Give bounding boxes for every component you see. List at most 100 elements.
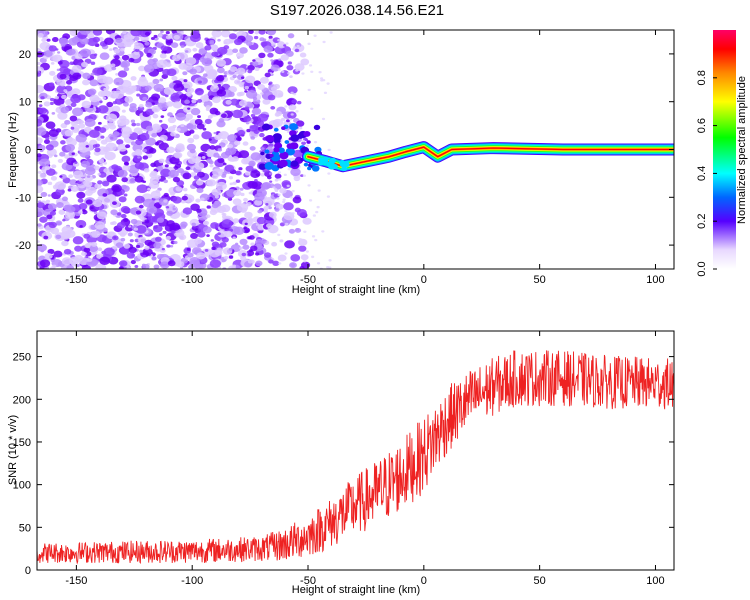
noise-blob <box>258 30 266 35</box>
noise-blob <box>277 68 281 71</box>
noise-blob <box>40 249 44 253</box>
transition-blob <box>303 130 311 137</box>
noise-blob <box>250 242 255 247</box>
noise-blob <box>142 198 155 208</box>
noise-blob <box>327 172 331 175</box>
y-tick-label: 0 <box>25 565 31 577</box>
noise-blob <box>170 131 177 137</box>
noise-blob <box>154 175 162 180</box>
noise-blob <box>186 92 191 97</box>
noise-blob <box>59 73 67 80</box>
noise-blob <box>326 195 331 198</box>
noise-blob <box>117 70 128 78</box>
signal-speckle <box>322 156 329 162</box>
noise-blob <box>106 174 117 183</box>
noise-blob <box>130 30 142 37</box>
noise-blob <box>84 243 91 249</box>
noise-blob <box>277 171 282 174</box>
x-tick-label: 0 <box>421 274 427 286</box>
noise-blob <box>61 257 73 266</box>
noise-blob <box>153 34 158 39</box>
noise-blob <box>255 260 263 267</box>
noise-blob <box>82 72 91 80</box>
noise-blob <box>64 154 71 159</box>
noise-blob <box>171 75 178 81</box>
noise-blob <box>146 205 158 214</box>
noise-blob <box>234 140 241 146</box>
noise-blob <box>299 52 307 58</box>
noise-blob <box>204 249 209 252</box>
noise-blob <box>45 121 56 129</box>
noise-blob <box>287 167 291 171</box>
noise-blob <box>211 30 222 38</box>
noise-blob <box>276 197 280 200</box>
noise-blob <box>180 45 185 48</box>
noise-blob <box>118 266 124 269</box>
noise-blob <box>215 181 227 191</box>
noise-blob <box>102 96 107 100</box>
noise-blob <box>172 196 182 204</box>
noise-blob <box>123 102 129 107</box>
spectrogram-x-axis: -150 -100 -50 0 50 100 <box>65 30 665 286</box>
noise-blob <box>151 105 161 113</box>
noise-blob <box>316 262 321 265</box>
noise-blob <box>153 83 165 92</box>
noise-blob <box>254 67 260 72</box>
noise-blob <box>63 248 72 255</box>
noise-blob <box>274 178 279 182</box>
noise-blob <box>165 35 172 40</box>
noise-blob <box>302 217 312 225</box>
noise-blob <box>244 171 251 176</box>
noise-blob <box>180 224 187 229</box>
noise-blob <box>126 252 136 259</box>
noise-blob <box>250 136 256 140</box>
noise-blob <box>93 165 100 171</box>
noise-blob <box>303 230 307 233</box>
noise-blob <box>99 52 110 60</box>
noise-blob <box>183 79 188 83</box>
noise-blob <box>319 77 324 80</box>
noise-blob <box>44 165 51 171</box>
noise-blob <box>169 203 174 207</box>
noise-blob <box>286 119 290 123</box>
noise-blob <box>172 101 183 109</box>
noise-blob <box>64 211 76 219</box>
noise-blob <box>227 134 238 143</box>
noise-blob <box>37 208 45 217</box>
noise-blob <box>189 68 198 75</box>
noise-blob <box>244 90 248 93</box>
noise-blob <box>136 93 141 97</box>
noise-blob <box>245 75 256 84</box>
noise-blob <box>84 174 94 182</box>
noise-blob <box>296 209 307 217</box>
noise-blob <box>67 48 76 55</box>
noise-blob <box>290 254 301 262</box>
noise-blob <box>232 198 242 206</box>
noise-blob <box>75 219 87 229</box>
noise-blob <box>211 174 219 180</box>
noise-blob <box>223 255 229 260</box>
noise-blob <box>201 131 212 140</box>
noise-blob <box>282 200 286 204</box>
noise-blob <box>124 96 134 103</box>
noise-blob <box>290 167 301 177</box>
noise-blob <box>115 242 124 249</box>
noise-blob <box>281 181 292 189</box>
noise-blob <box>74 120 80 125</box>
noise-blob <box>254 179 258 182</box>
noise-blob <box>250 152 262 161</box>
noise-blob <box>112 245 118 250</box>
noise-blob <box>299 126 303 130</box>
noise-blob <box>192 134 200 140</box>
noise-blob <box>82 208 86 212</box>
transition-blob <box>273 127 279 132</box>
snr-frame <box>36 330 675 571</box>
noise-blob <box>182 62 193 71</box>
noise-blob <box>239 187 244 191</box>
noise-blob <box>104 151 116 161</box>
noise-blob <box>147 253 152 256</box>
noise-blob <box>236 203 249 212</box>
noise-blob <box>49 101 54 105</box>
noise-blob <box>75 134 87 143</box>
